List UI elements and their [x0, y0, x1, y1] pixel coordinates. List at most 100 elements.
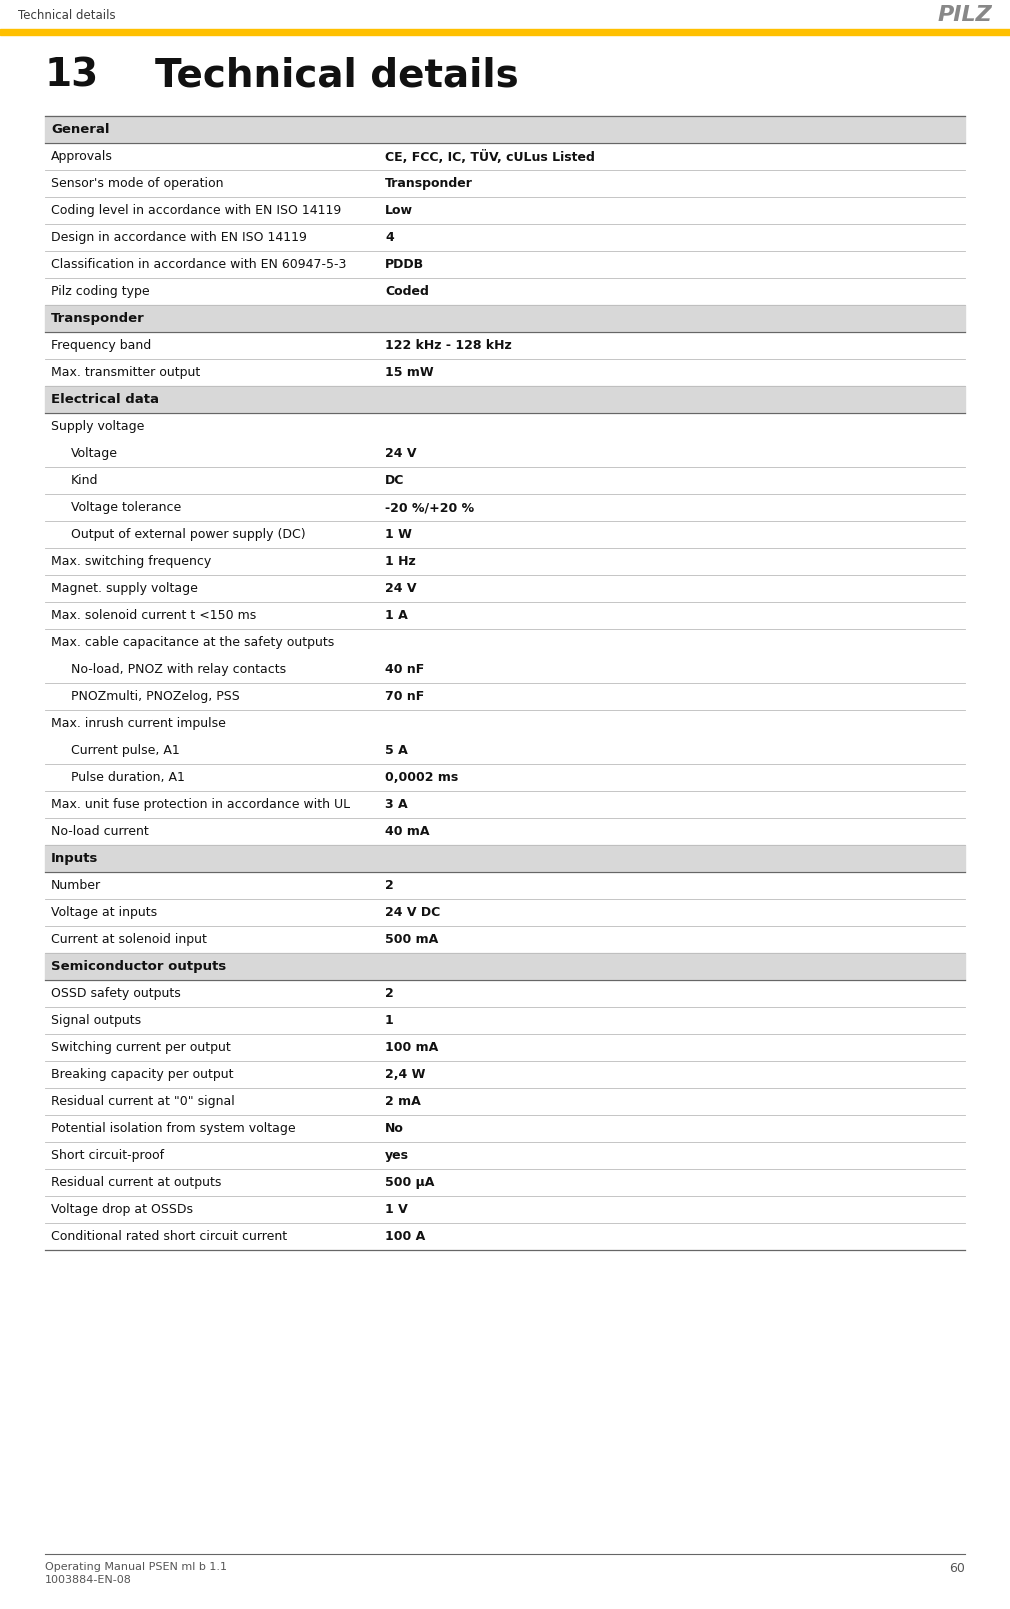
Bar: [45, 764, 965, 792]
Text: Switching current per output: Switching current per output: [50, 1041, 230, 1054]
Text: 2: 2: [385, 879, 394, 891]
Text: 5 A: 5 A: [385, 743, 408, 756]
Text: Signal outputs: Signal outputs: [50, 1014, 141, 1027]
Bar: [45, 1170, 965, 1195]
Text: Technical details: Technical details: [155, 56, 519, 93]
Text: Sensor's mode of operation: Sensor's mode of operation: [50, 177, 223, 190]
Bar: [45, 306, 965, 331]
Bar: [45, 792, 965, 817]
Text: 15 mW: 15 mW: [385, 365, 433, 380]
Bar: [45, 872, 965, 899]
Text: 122 kHz - 128 kHz: 122 kHz - 128 kHz: [385, 339, 512, 352]
Text: 2,4 W: 2,4 W: [385, 1068, 425, 1081]
Text: Frequency band: Frequency band: [50, 339, 152, 352]
Text: 2: 2: [385, 986, 394, 1001]
Text: Conditional rated short circuit current: Conditional rated short circuit current: [50, 1229, 287, 1244]
Text: 500 mA: 500 mA: [385, 933, 438, 946]
Bar: [45, 171, 965, 196]
Bar: [45, 116, 965, 143]
Bar: [45, 521, 965, 549]
Bar: [45, 1007, 965, 1035]
Text: 1003884-EN-08: 1003884-EN-08: [45, 1575, 132, 1585]
Text: Potential isolation from system voltage: Potential isolation from system voltage: [50, 1121, 296, 1134]
Text: Design in accordance with EN ISO 14119: Design in accordance with EN ISO 14119: [50, 232, 307, 245]
Bar: [45, 359, 965, 386]
Text: Coding level in accordance with EN ISO 14119: Coding level in accordance with EN ISO 1…: [50, 204, 341, 217]
Text: Current pulse, A1: Current pulse, A1: [71, 743, 180, 756]
Text: Max. cable capacitance at the safety outputs: Max. cable capacitance at the safety out…: [50, 636, 334, 648]
Bar: [45, 1142, 965, 1170]
Bar: [45, 927, 965, 953]
Text: Max. solenoid current t <150 ms: Max. solenoid current t <150 ms: [50, 608, 257, 623]
Text: 70 nF: 70 nF: [385, 690, 424, 703]
Bar: [45, 817, 965, 845]
Text: Voltage tolerance: Voltage tolerance: [71, 500, 181, 513]
Bar: [45, 331, 965, 359]
Bar: [45, 1223, 965, 1250]
Text: Kind: Kind: [71, 475, 99, 488]
Text: 24 V: 24 V: [385, 447, 416, 460]
Text: Technical details: Technical details: [18, 8, 115, 21]
Text: Operating Manual PSEN ml b 1.1: Operating Manual PSEN ml b 1.1: [45, 1562, 227, 1572]
Bar: [45, 1195, 965, 1223]
Bar: [45, 980, 965, 1007]
Bar: [45, 1060, 965, 1088]
Text: DC: DC: [385, 475, 404, 488]
Bar: [45, 629, 965, 656]
Text: OSSD safety outputs: OSSD safety outputs: [50, 986, 181, 1001]
Text: Transponder: Transponder: [385, 177, 473, 190]
Bar: [0, 0, 1010, 31]
Text: PDDB: PDDB: [385, 257, 424, 270]
Bar: [45, 494, 965, 521]
Bar: [45, 656, 965, 682]
Bar: [45, 386, 965, 414]
Text: 60: 60: [949, 1562, 965, 1575]
Text: 1 V: 1 V: [385, 1204, 408, 1216]
Text: General: General: [50, 122, 109, 137]
Text: CE, FCC, IC, TÜV, cULus Listed: CE, FCC, IC, TÜV, cULus Listed: [385, 150, 595, 164]
Bar: [45, 1035, 965, 1060]
Text: Supply voltage: Supply voltage: [50, 420, 144, 433]
Text: Voltage at inputs: Voltage at inputs: [50, 906, 158, 919]
Text: PNOZmulti, PNOZelog, PSS: PNOZmulti, PNOZelog, PSS: [71, 690, 239, 703]
Text: Current at solenoid input: Current at solenoid input: [50, 933, 207, 946]
Text: Residual current at outputs: Residual current at outputs: [50, 1176, 221, 1189]
Text: -20 %/+20 %: -20 %/+20 %: [385, 500, 474, 513]
Text: Residual current at "0" signal: Residual current at "0" signal: [50, 1096, 234, 1109]
Text: yes: yes: [385, 1149, 409, 1162]
Bar: [45, 710, 965, 737]
Text: Classification in accordance with EN 60947-5-3: Classification in accordance with EN 609…: [50, 257, 346, 270]
Text: Max. inrush current impulse: Max. inrush current impulse: [50, 718, 226, 730]
Text: 1 A: 1 A: [385, 608, 408, 623]
Text: Magnet. supply voltage: Magnet. supply voltage: [50, 582, 198, 595]
Bar: [45, 196, 965, 224]
Bar: [0, 29, 1010, 35]
Text: 13: 13: [45, 56, 99, 93]
Text: 100 A: 100 A: [385, 1229, 425, 1244]
Text: Breaking capacity per output: Breaking capacity per output: [50, 1068, 233, 1081]
Bar: [45, 1115, 965, 1142]
Bar: [45, 251, 965, 278]
Text: Short circuit-proof: Short circuit-proof: [50, 1149, 164, 1162]
Text: 500 µA: 500 µA: [385, 1176, 434, 1189]
Text: PILZ: PILZ: [937, 5, 992, 26]
Text: 1: 1: [385, 1014, 394, 1027]
Text: 40 nF: 40 nF: [385, 663, 424, 676]
Bar: [45, 1088, 965, 1115]
Bar: [45, 899, 965, 927]
Text: Number: Number: [50, 879, 101, 891]
Text: Coded: Coded: [385, 285, 429, 298]
Text: Pilz coding type: Pilz coding type: [50, 285, 149, 298]
Bar: [45, 845, 965, 872]
Bar: [45, 467, 965, 494]
Text: 24 V: 24 V: [385, 582, 416, 595]
Bar: [45, 549, 965, 574]
Bar: [45, 143, 965, 171]
Text: Inputs: Inputs: [50, 853, 98, 866]
Text: No: No: [385, 1121, 404, 1134]
Text: 0,0002 ms: 0,0002 ms: [385, 771, 459, 784]
Bar: [45, 953, 965, 980]
Text: No-load, PNOZ with relay contacts: No-load, PNOZ with relay contacts: [71, 663, 286, 676]
Text: 100 mA: 100 mA: [385, 1041, 438, 1054]
Bar: [45, 224, 965, 251]
